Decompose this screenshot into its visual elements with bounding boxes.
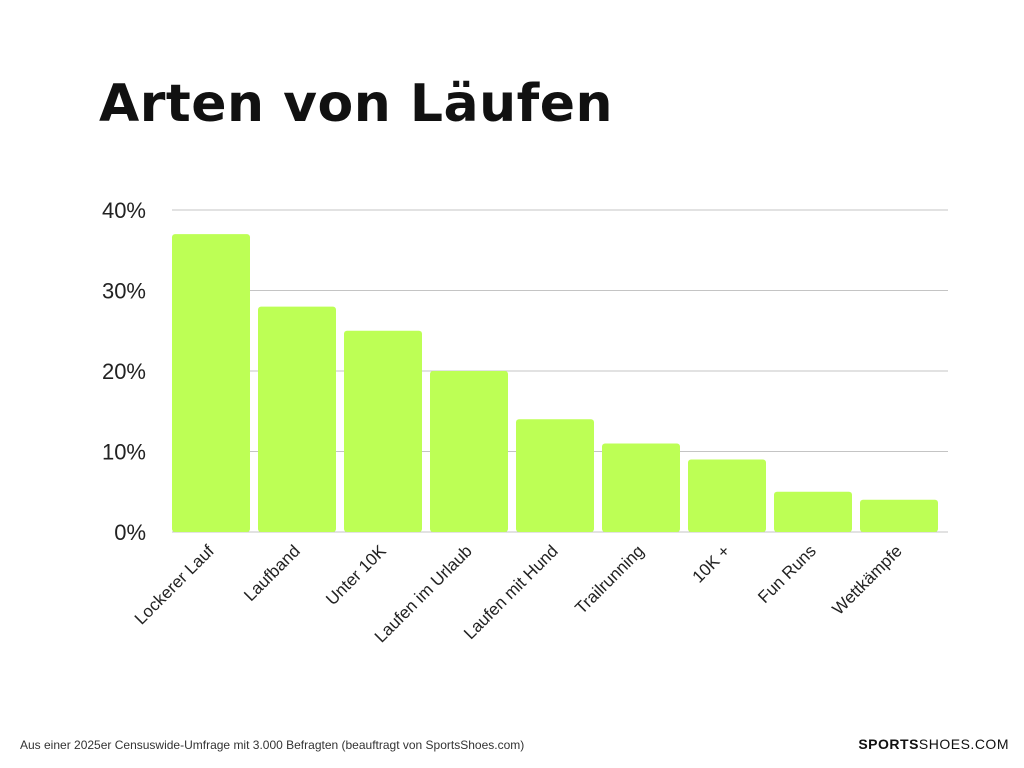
brand-regular: SHOES.COM [918,736,1009,752]
bar [172,234,250,532]
x-tick-label: Unter 10K [322,541,390,609]
chart-title: Arten von Läufen [99,74,614,134]
x-tick-label: Laufband [240,541,304,605]
source-footnote: Aus einer 2025er Censuswide-Umfrage mit … [20,738,525,752]
x-tick-label: Laufen mit Hund [460,541,562,643]
brand-logo: SPORTSSHOES.COM [858,736,1009,752]
bar [258,306,336,532]
x-tick-label: Lockerer Lauf [131,541,218,628]
bar [516,419,594,532]
y-tick-label: 30% [102,279,146,304]
bar [860,499,938,532]
bar [602,443,680,532]
x-tick-label: 10K + [689,541,734,586]
bar [430,371,508,532]
bar [688,459,766,532]
brand-bold: SPORTS [858,736,919,752]
bar [344,330,422,532]
y-tick-label: 20% [102,359,146,384]
y-tick-label: 10% [102,440,146,465]
y-tick-label: 40% [102,198,146,223]
x-tick-label: Fun Runs [754,541,820,607]
bar-chart: 0% 10% 20% 30% 40% Lockerer Lauf Laufband Unter… [102,198,948,646]
bar [774,491,852,532]
x-tick-label: Trailrunning [571,541,647,617]
y-tick-label: 0% [114,520,146,545]
x-tick-label: Wettkämpfe [828,541,905,618]
